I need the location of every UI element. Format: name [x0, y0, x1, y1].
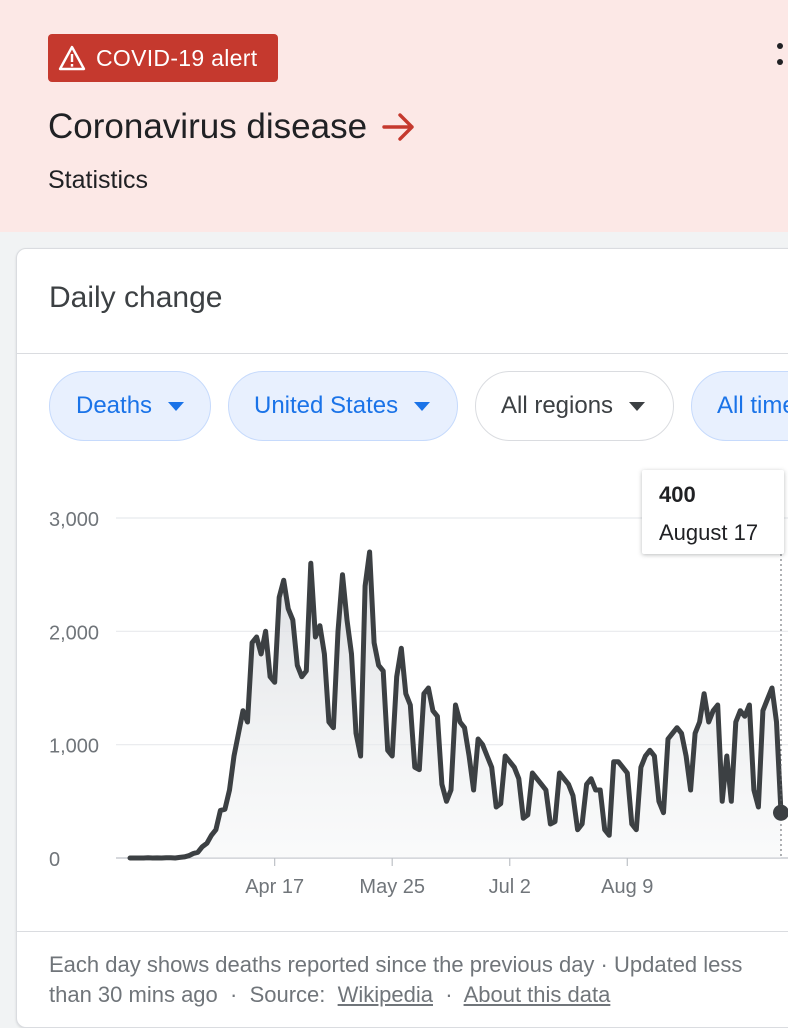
about-data-link[interactable]: About this data — [463, 982, 611, 1007]
dropdown-arrow-icon — [414, 401, 431, 411]
arrow-right-icon — [382, 113, 414, 141]
source-label: Source: — [249, 982, 326, 1007]
card-title: Daily change — [49, 281, 223, 314]
x-tick-label: Aug 9 — [601, 876, 653, 898]
highlight-point — [773, 804, 788, 821]
title-link[interactable]: Coronavirus disease — [48, 104, 417, 150]
wikipedia-link[interactable]: Wikipedia — [337, 982, 433, 1007]
footer-note: Each day shows deaths reported since the… — [49, 952, 743, 1007]
chip-label: All time — [717, 392, 788, 419]
more-dot-icon — [777, 59, 783, 65]
deaths-filter-chip[interactable]: Deaths — [49, 371, 211, 441]
tooltip-value: 400 — [659, 482, 696, 507]
footer-divider — [17, 931, 788, 932]
country-filter-chip[interactable]: United States — [228, 371, 458, 441]
x-tick-label: Jul 2 — [489, 876, 531, 898]
series-line — [127, 549, 784, 861]
dropdown-arrow-icon — [168, 401, 185, 411]
covid-alert-badge: COVID-19 alert — [48, 34, 278, 82]
y-tick-label: 0 — [49, 849, 60, 871]
chip-label: Deaths — [76, 392, 153, 419]
daily-deaths-chart[interactable]: 0 1,000 2,000 3,000 Apr 17 May 25 Jul 2 Aug 9 — [17, 249, 788, 929]
chip-label: United States — [254, 392, 399, 419]
more-options-button[interactable] — [772, 38, 788, 70]
alert-header: COVID-19 alert Coronavirus disease Stati… — [0, 0, 788, 232]
tooltip-date: August 17 — [659, 520, 759, 545]
more-dot-icon — [777, 43, 783, 49]
card-divider — [17, 353, 788, 354]
warning-icon — [58, 45, 86, 71]
x-tick-label: May 25 — [359, 876, 425, 898]
footer-text: Each day shows deaths reported since the… — [49, 952, 743, 1007]
alert-label: COVID-19 alert — [96, 44, 258, 71]
daily-change-card: Daily change Deaths United States All re… — [16, 248, 788, 1028]
chart-tooltip: 400 August 17 — [642, 470, 784, 554]
region-filter-chip[interactable]: All regions — [475, 371, 674, 441]
dropdown-arrow-icon — [629, 401, 646, 411]
chip-label: All regions — [501, 392, 614, 419]
y-tick-label: 1,000 — [49, 736, 99, 758]
page-subtitle: Statistics — [48, 166, 149, 194]
y-tick-label: 3,000 — [49, 509, 99, 531]
time-filter-chip[interactable]: All time — [691, 371, 788, 441]
y-tick-label: 2,000 — [49, 622, 99, 644]
x-tick-label: Apr 17 — [245, 876, 304, 898]
page-title: Coronavirus disease — [48, 107, 368, 146]
